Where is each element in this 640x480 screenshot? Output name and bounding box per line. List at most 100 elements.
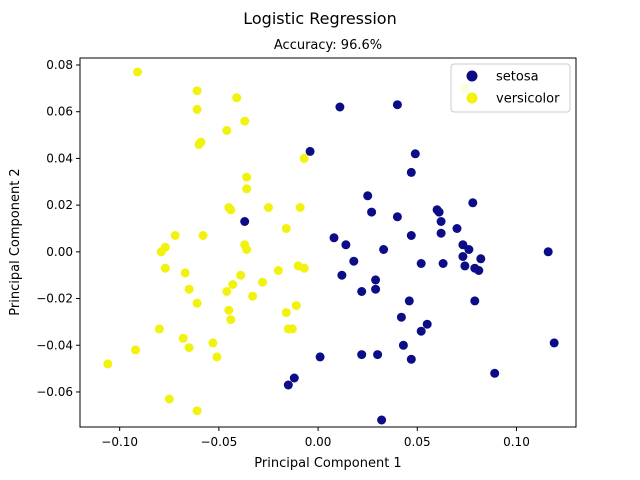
point-versicolor-1 xyxy=(192,86,202,96)
point-versicolor-29 xyxy=(258,277,267,287)
point-versicolor-30 xyxy=(228,280,238,289)
point-versicolor-26 xyxy=(273,266,283,275)
point-setosa-19 xyxy=(379,245,389,254)
point-setosa-4 xyxy=(406,167,416,177)
point-setosa-43 xyxy=(406,354,416,364)
point-setosa-18 xyxy=(464,245,474,254)
point-setosa-21 xyxy=(458,252,468,261)
point-versicolor-49 xyxy=(192,406,202,416)
point-setosa-32 xyxy=(357,287,367,296)
point-setosa-39 xyxy=(398,340,408,350)
x-axis-label: Principal Component 1 xyxy=(254,456,401,471)
point-setosa-3 xyxy=(410,149,420,159)
point-versicolor-6 xyxy=(222,125,232,135)
point-setosa-12 xyxy=(452,224,462,233)
point-setosa-47 xyxy=(377,415,387,425)
point-versicolor-0 xyxy=(133,67,142,77)
point-versicolor-41 xyxy=(287,324,297,334)
y-tick-label-6: 0.06 xyxy=(46,105,73,119)
point-versicolor-12 xyxy=(264,203,273,212)
point-setosa-13 xyxy=(436,228,446,238)
point-setosa-29 xyxy=(337,270,347,280)
point-setosa-16 xyxy=(341,240,351,250)
legend: setosa versicolor xyxy=(450,63,571,113)
point-setosa-31 xyxy=(371,284,381,294)
point-setosa-46 xyxy=(283,380,293,390)
point-setosa-28 xyxy=(474,266,484,275)
point-versicolor-22 xyxy=(242,245,252,254)
point-setosa-8 xyxy=(392,212,402,222)
point-versicolor-4 xyxy=(192,104,202,114)
point-versicolor-36 xyxy=(224,305,234,315)
legend-box xyxy=(450,63,571,113)
point-versicolor-46 xyxy=(212,352,222,362)
chart-subtitle: Accuracy: 96.6% xyxy=(274,38,382,53)
point-versicolor-38 xyxy=(226,315,236,325)
x-tick-label-2: 0.00 xyxy=(305,435,332,449)
point-versicolor-27 xyxy=(180,268,190,278)
point-setosa-26 xyxy=(460,261,470,271)
point-versicolor-48 xyxy=(164,394,174,404)
x-tick-label-1: −0.05 xyxy=(200,435,237,449)
x-tick-label-0: −0.10 xyxy=(101,435,138,449)
point-versicolor-17 xyxy=(170,231,180,240)
point-setosa-15 xyxy=(329,233,339,243)
point-setosa-48 xyxy=(240,217,250,226)
point-versicolor-18 xyxy=(198,231,208,240)
y-tick-label-2: −0.02 xyxy=(36,292,73,306)
data-points xyxy=(103,67,559,425)
point-setosa-35 xyxy=(396,312,406,322)
point-setosa-25 xyxy=(438,259,448,268)
point-setosa-44 xyxy=(490,368,500,378)
point-setosa-6 xyxy=(363,191,373,201)
point-setosa-33 xyxy=(404,296,414,306)
y-tick-label-0: −0.06 xyxy=(36,385,73,399)
point-versicolor-34 xyxy=(192,298,202,308)
chart-title: Logistic Regression xyxy=(243,9,396,28)
point-versicolor-43 xyxy=(208,338,218,348)
y-tick-label-5: 0.04 xyxy=(46,151,73,165)
point-versicolor-47 xyxy=(103,359,113,369)
point-versicolor-23 xyxy=(160,263,170,273)
point-setosa-23 xyxy=(349,256,359,266)
y-tick-label-3: 0.00 xyxy=(46,245,73,259)
legend-label-setosa: setosa xyxy=(496,70,539,85)
point-setosa-0 xyxy=(392,100,402,110)
point-setosa-5 xyxy=(468,198,478,208)
point-setosa-2 xyxy=(305,146,315,156)
point-setosa-20 xyxy=(543,247,553,257)
y-axis-label: Principal Component 2 xyxy=(8,168,23,315)
point-versicolor-25 xyxy=(299,263,309,273)
point-setosa-30 xyxy=(371,275,381,285)
x-tick-label-3: 0.05 xyxy=(404,435,431,449)
point-versicolor-15 xyxy=(295,203,305,212)
point-versicolor-35 xyxy=(291,301,301,311)
y-tick-label-1: −0.04 xyxy=(36,338,73,352)
point-versicolor-5 xyxy=(240,116,250,126)
point-versicolor-39 xyxy=(154,324,164,334)
point-setosa-7 xyxy=(367,207,377,217)
point-versicolor-45 xyxy=(131,345,141,355)
point-versicolor-9 xyxy=(299,153,309,163)
y-tick-label-4: 0.02 xyxy=(46,198,73,212)
point-versicolor-11 xyxy=(242,184,252,194)
point-versicolor-32 xyxy=(222,287,232,296)
point-versicolor-33 xyxy=(248,291,258,301)
point-setosa-22 xyxy=(476,254,486,264)
point-setosa-45 xyxy=(289,373,299,383)
point-versicolor-31 xyxy=(184,284,194,294)
point-versicolor-10 xyxy=(242,172,252,182)
point-versicolor-21 xyxy=(156,247,166,257)
point-versicolor-42 xyxy=(178,333,188,343)
point-versicolor-44 xyxy=(184,343,194,353)
point-versicolor-37 xyxy=(281,308,291,318)
y-tick-label-7: 0.08 xyxy=(46,58,73,72)
point-versicolor-16 xyxy=(281,224,291,233)
point-versicolor-3 xyxy=(232,93,242,103)
point-setosa-1 xyxy=(335,102,345,112)
point-setosa-37 xyxy=(416,326,426,336)
point-setosa-38 xyxy=(549,338,559,348)
x-tick-label-4: 0.10 xyxy=(503,435,530,449)
point-setosa-42 xyxy=(315,352,325,362)
